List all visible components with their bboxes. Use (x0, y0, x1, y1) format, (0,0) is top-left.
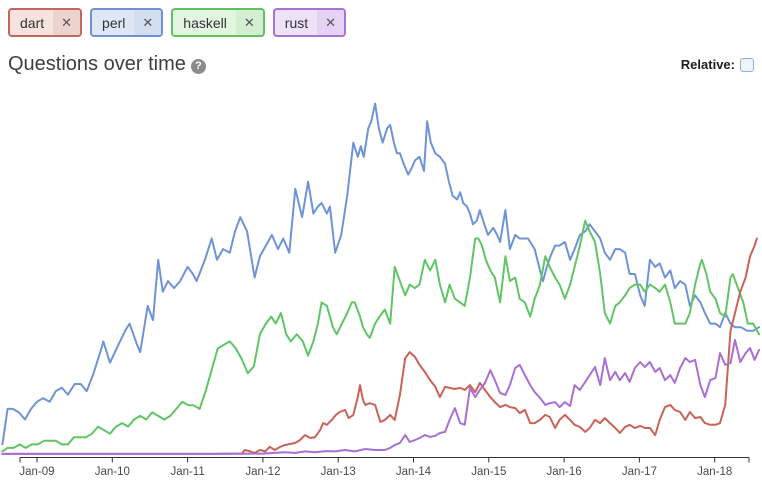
x-tick-label-Jan-17: Jan-17 (622, 466, 657, 478)
series-line-haskell (1, 219, 761, 453)
tag-label: perl (102, 14, 126, 31)
series-line-rust (1, 339, 761, 455)
x-tick-label-Jan-14: Jan-14 (396, 466, 432, 478)
tag-chip-perl: perl ✕ (90, 8, 164, 37)
relative-label: Relative: (680, 57, 735, 72)
page-title: Questions over time (8, 53, 186, 75)
x-tick-label-Jan-12: Jan-12 (245, 466, 280, 478)
x-tick-label-Jan-10: Jan-10 (95, 466, 130, 478)
series-line-perl (1, 102, 761, 446)
tag-chip-dart: dart ✕ (8, 8, 83, 37)
remove-tag-rust-button[interactable]: ✕ (317, 10, 345, 35)
remove-tag-haskell-button[interactable]: ✕ (235, 10, 263, 35)
relative-checkbox[interactable] (740, 57, 754, 72)
tag-label: haskell (183, 14, 227, 31)
x-tick-label-Jan-18: Jan-18 (697, 466, 732, 478)
remove-tag-perl-button[interactable]: ✕ (134, 10, 162, 35)
tag-label: dart (20, 14, 45, 31)
x-tick-label-Jan-09: Jan-09 (19, 466, 54, 478)
x-tick-label-Jan-16: Jan-16 (547, 466, 582, 478)
x-tick-label-Jan-13: Jan-13 (321, 466, 356, 478)
x-tick-label-Jan-11: Jan-11 (170, 466, 204, 478)
help-icon-glyph: ? (194, 60, 202, 72)
series-line-dart (1, 237, 758, 455)
x-tick-label-Jan-15: Jan-15 (471, 466, 506, 478)
tag-chip-haskell: haskell ✕ (171, 8, 265, 37)
relative-toggle: Relative: (681, 57, 754, 72)
remove-tag-dart-button[interactable]: ✕ (53, 10, 81, 35)
tag-chip-list: dart ✕ perl ✕ haskell ✕ rust ✕ (8, 8, 347, 37)
tag-label: rust (284, 14, 309, 31)
chart-header: Questions over time ? (8, 53, 206, 76)
tag-chip-rust: rust ✕ (272, 8, 347, 37)
help-icon[interactable]: ? (190, 58, 206, 74)
